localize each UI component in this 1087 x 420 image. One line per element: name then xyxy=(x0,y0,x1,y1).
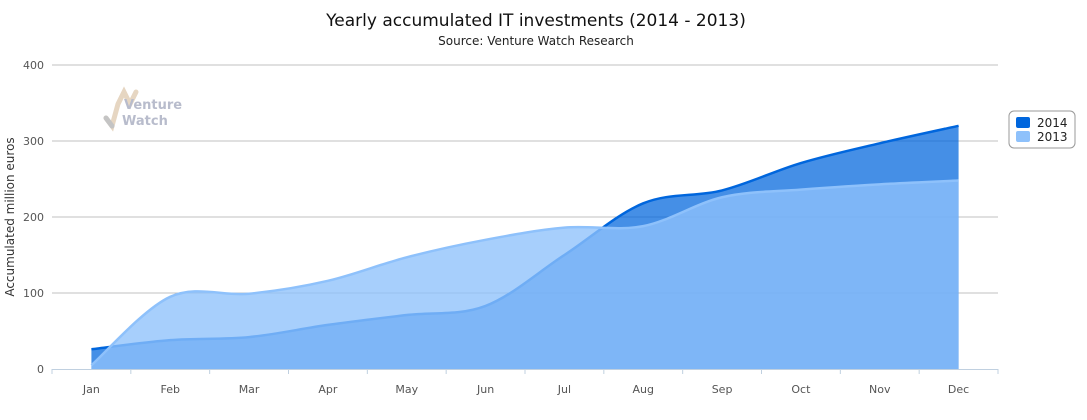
area-2013 xyxy=(91,181,958,369)
x-tick-label: Oct xyxy=(791,383,811,396)
x-tick-label: Jan xyxy=(82,383,100,396)
x-tick-label: Aug xyxy=(633,383,654,396)
x-tick-label: Mar xyxy=(239,383,260,396)
chart-subtitle: Source: Venture Watch Research xyxy=(438,34,634,48)
legend-swatch-2014 xyxy=(1016,117,1030,128)
legend-label: 2014 xyxy=(1037,116,1068,130)
x-tick-label: Dec xyxy=(948,383,969,396)
y-tick-label: 0 xyxy=(37,363,44,376)
y-axis-label: Accumulated million euros xyxy=(3,137,17,296)
x-tick-label: Jun xyxy=(476,383,494,396)
x-tick-label: Apr xyxy=(318,383,338,396)
x-tick-label: May xyxy=(395,383,418,396)
x-tick-label: Sep xyxy=(712,383,733,396)
x-tick-label: Nov xyxy=(869,383,891,396)
venture-watch-logo: Venture Watch xyxy=(106,92,182,129)
x-tick-label: Jul xyxy=(557,383,571,396)
logo-text-line-2: Watch xyxy=(122,114,168,129)
chart-title: Yearly accumulated IT investments (2014 … xyxy=(325,11,746,31)
y-tick-label: 100 xyxy=(23,287,44,300)
logo-mark-tail-icon xyxy=(106,118,112,126)
legend-swatch-2013 xyxy=(1016,131,1030,142)
logo-text-line-1: Venture xyxy=(124,98,182,113)
y-tick-label: 300 xyxy=(23,135,44,148)
legend-label: 2013 xyxy=(1037,130,1068,144)
y-tick-label: 200 xyxy=(23,211,44,224)
y-tick-label: 400 xyxy=(23,59,44,72)
x-tick-label: Feb xyxy=(161,383,180,396)
